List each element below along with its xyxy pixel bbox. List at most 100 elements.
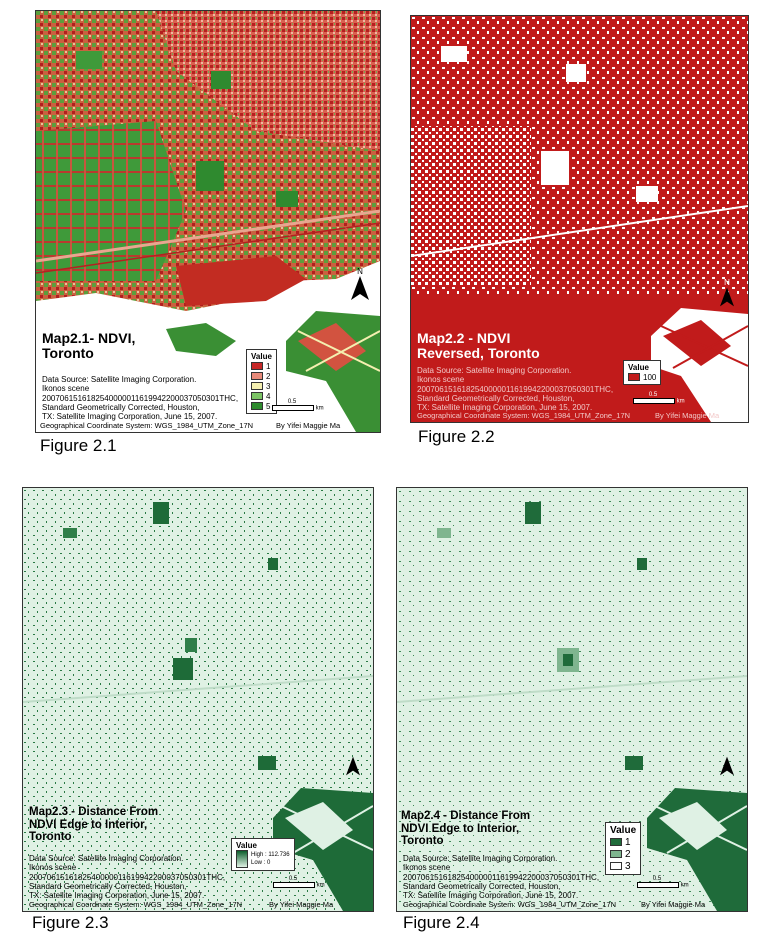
map-panel-ndvi-reversed: Map2.2 - NDVI Reversed, Toronto Data Sou… [410, 15, 749, 423]
source-line-3: 2007061516182540000011619942200037050301… [42, 393, 239, 403]
scale-bar-unit: km [676, 398, 685, 405]
author-credit: By Yifei Maggie Ma [276, 421, 341, 430]
north-arrow-icon [351, 276, 369, 300]
legend-label: 1 [266, 361, 271, 371]
data-source: Data Source: Satellite Imaging Corporati… [417, 366, 613, 412]
scale-bar-graphic [637, 882, 679, 888]
legend: Value High : 112.736 Low : 0 [231, 838, 295, 871]
legend-row: 4 [251, 391, 272, 401]
north-arrow-icon [346, 756, 360, 776]
source-line-4: Standard Geometrically Corrected, Housto… [403, 881, 561, 891]
north-arrow-icon [720, 287, 734, 307]
legend-ramp: High : 112.736 Low : 0 [236, 850, 290, 868]
figure-caption: Figure 2.1 [40, 436, 117, 455]
source-line-5: TX: Satellite Imaging Corporation, June … [42, 412, 218, 422]
source-line-5: TX: Satellite Imaging Corporation, June … [417, 403, 593, 413]
figure-caption: Figure 2.3 [32, 913, 109, 932]
source-line-4: Standard Geometrically Corrected, Housto… [417, 393, 575, 403]
data-source: Data Source: Satellite Imaging Corporati… [403, 854, 599, 900]
legend-low-label: Low : 0 [251, 860, 271, 866]
map-title: Map2.4 - Distance From NDVI Edge to Inte… [401, 810, 530, 848]
scale-bar: 0.5 km [633, 392, 685, 405]
author-credit: By Yifei Maggie Ma [269, 900, 334, 909]
legend-swatch [251, 362, 263, 370]
legend-swatch [251, 402, 263, 410]
legend-title: Value [610, 825, 637, 836]
legend-label: 2 [266, 371, 271, 381]
legend-swatch [251, 372, 263, 380]
legend-row: 5 [251, 401, 272, 411]
legend-row: 1 [610, 836, 636, 848]
legend-label: 3 [625, 860, 631, 872]
figure-caption: Figure 2.2 [418, 427, 495, 446]
source-line-5: TX: Satellite Imaging Corporation, June … [29, 891, 205, 901]
north-arrow: N [348, 267, 372, 303]
map-title-line-3: Toronto [401, 835, 444, 847]
scale-bar: 0.5 km [637, 876, 689, 889]
source-line-3: 2007061516182540000011619942200037050301… [417, 384, 614, 394]
scale-bar-label: 0.5 [648, 392, 658, 398]
map-title-line-1: Map2.1- NDVI, [42, 330, 136, 346]
source-line-1: Data Source: Satellite Imaging Corporati… [417, 366, 572, 375]
legend-row: 2 [251, 371, 272, 381]
legend-high-label: High : 112.736 [251, 852, 290, 858]
map-title: Map2.1- NDVI, Toronto [42, 331, 135, 361]
source-line-4: Standard Geometrically Corrected, Housto… [29, 881, 187, 891]
ndvi-map-image [36, 11, 380, 432]
legend-label: 100 [643, 372, 657, 382]
map-panel-distance-continuous: Map2.3 - Distance From NDVI Edge to Inte… [22, 487, 374, 912]
source-line-2: Ikonos scene [417, 375, 465, 385]
legend-swatch [610, 862, 622, 870]
scale-bar-graphic [633, 398, 675, 404]
legend-ramp-labels: High : 112.736 Low : 0 [251, 851, 290, 867]
source-line-3: 2007061516182540000011619942200037050301… [403, 872, 600, 882]
map-title-line-2: NDVI Edge to Interior, [29, 818, 148, 831]
north-arrow: N [715, 278, 739, 314]
legend-label: 5 [266, 401, 271, 411]
scale-bar-unit: km [680, 882, 689, 889]
legend-row: 1 [251, 361, 272, 371]
scale-bar: 0.5 km [272, 399, 324, 412]
legend-row: 100 [628, 372, 656, 382]
map-title-line-1: Map2.4 - Distance From [401, 810, 531, 822]
source-line-4: Standard Geometrically Corrected, Housto… [42, 402, 200, 412]
legend-swatch [610, 850, 622, 858]
source-line-1: Data Source: Satellite Imaging Corporati… [29, 854, 184, 863]
data-source: Data Source: Satellite Imaging Corporati… [29, 854, 225, 900]
north-label: N [724, 278, 730, 287]
scale-bar-graphic [273, 882, 315, 888]
legend-title: Value [628, 363, 649, 372]
map-title-line-3: Toronto [29, 831, 72, 843]
scale-bar-label: 0.5 [652, 876, 662, 882]
source-line-2: Ikonos scene [42, 384, 90, 394]
coordinate-system: Geographical Coordinate System: WGS_1984… [40, 421, 254, 430]
legend-label: 3 [266, 381, 271, 391]
legend-swatch [628, 373, 640, 381]
scale-bar: 0.5 km [273, 876, 325, 889]
source-line-5: TX: Satellite Imaging Corporation, June … [403, 891, 579, 901]
scale-bar-label: 0.5 [288, 876, 298, 882]
coordinate-system: Geographical Coordinate System: WGS_1984… [417, 411, 631, 420]
source-line-1: Data Source: Satellite Imaging Corporati… [42, 375, 197, 384]
map-panel-ndvi: Map2.1- NDVI, Toronto Data Source: Satel… [35, 10, 381, 433]
legend: Value 100 [623, 360, 662, 385]
author-credit: By Yifei Maggie Ma [655, 411, 720, 420]
map-title-line-1: Map2.3 - Distance From [29, 806, 159, 818]
author-credit: By Yifei Maggie Ma [641, 900, 706, 909]
ndvi-reversed-map-image [411, 16, 748, 422]
legend: Value 1 2 3 [605, 822, 642, 875]
map-title-line-2: Reversed, Toronto [417, 345, 540, 361]
scale-bar-unit: km [316, 882, 325, 889]
source-line-1: Data Source: Satellite Imaging Corporati… [403, 854, 558, 863]
scale-bar-graphic [272, 405, 314, 411]
data-source: Data Source: Satellite Imaging Corporati… [42, 375, 238, 421]
legend-row: 2 [610, 848, 636, 860]
coordinate-system: Geographical Coordinate System: WGS_1984… [29, 900, 243, 909]
legend-gradient [236, 850, 248, 868]
source-line-2: Ikonos scene [29, 863, 77, 873]
north-arrow-icon [720, 756, 734, 776]
north-arrow [341, 756, 365, 792]
distance-classified-map-image [397, 488, 747, 911]
legend-title: Value [251, 352, 272, 361]
map-title-line-1: Map2.2 - NDVI [417, 330, 511, 346]
